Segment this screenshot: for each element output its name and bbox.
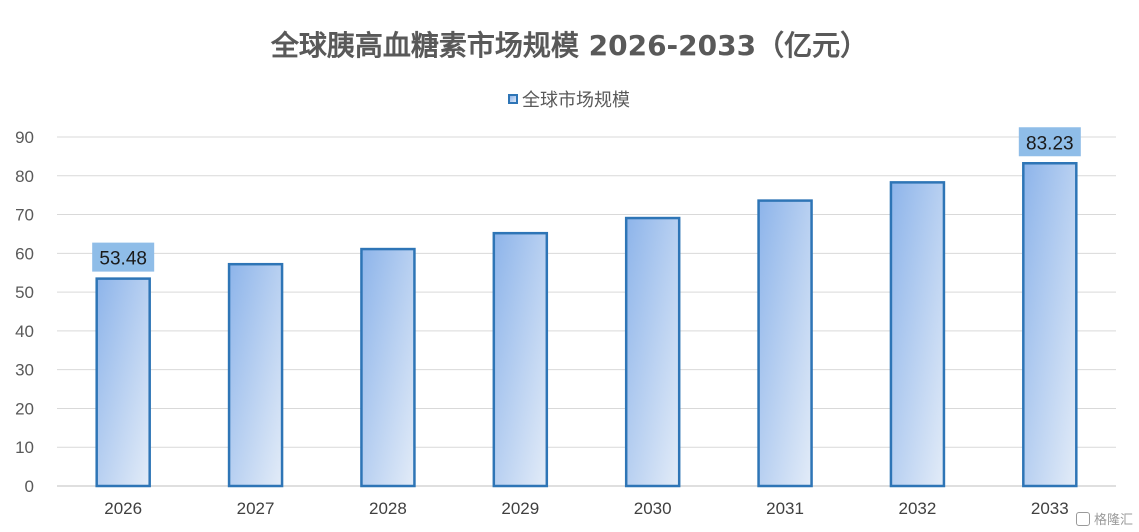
data-label-text: 83.23 [1026,133,1074,154]
bar [757,199,813,488]
bars [95,162,1078,488]
x-tick-label: 2031 [766,499,804,518]
y-tick-label: 90 [15,128,34,147]
x-tick-label: 2027 [237,499,275,518]
data-labels: 53.48 83.23 [92,127,1081,272]
bar [492,231,549,488]
gridlines [57,136,1116,487]
y-tick-label: 50 [15,283,34,302]
x-tick-label: 2029 [501,499,539,518]
legend: 全球市场规模 [508,88,630,111]
data-label: 83.23 [1018,127,1081,157]
x-tick-label: 2030 [634,499,672,518]
watermark: 格隆汇 [1075,509,1133,528]
watermark-text: 格隆汇 [1093,513,1133,528]
data-label-text: 53.48 [99,249,147,270]
bar [95,277,151,488]
x-tick-label: 2032 [899,499,937,518]
bar [889,181,946,488]
data-label-box [92,242,155,272]
y-tick-label: 70 [15,206,34,225]
data-label: 53.48 [92,242,155,272]
bar [1022,162,1078,488]
y-tick-label: 10 [15,438,34,457]
legend-label: 全球市场规模 [522,90,630,111]
y-tick-label: 20 [15,399,34,418]
chart-title: 全球胰高血糖素市场规模 2026-2033（亿元） [270,29,869,62]
y-tick-label: 40 [15,322,34,341]
x-tick-label: 2026 [104,499,142,518]
y-tick-label: 60 [15,244,34,263]
bar [360,247,416,488]
y-tick-label: 0 [25,477,34,496]
x-tick-label: 2033 [1031,499,1069,518]
x-tick-label: 2028 [369,499,407,518]
y-tick-label: 80 [15,167,34,186]
data-label-box [1018,127,1081,157]
legend-swatch [508,94,518,104]
bar [227,262,284,488]
watermark-logo-icon [1075,511,1090,526]
bar [624,216,681,488]
y-axis-ticks: 0 10 20 30 40 50 60 70 80 90 [15,128,34,496]
y-tick-label: 30 [15,361,34,380]
x-axis-ticks: 2026 2027 2028 2029 2030 2031 2032 2033 [104,499,1068,518]
